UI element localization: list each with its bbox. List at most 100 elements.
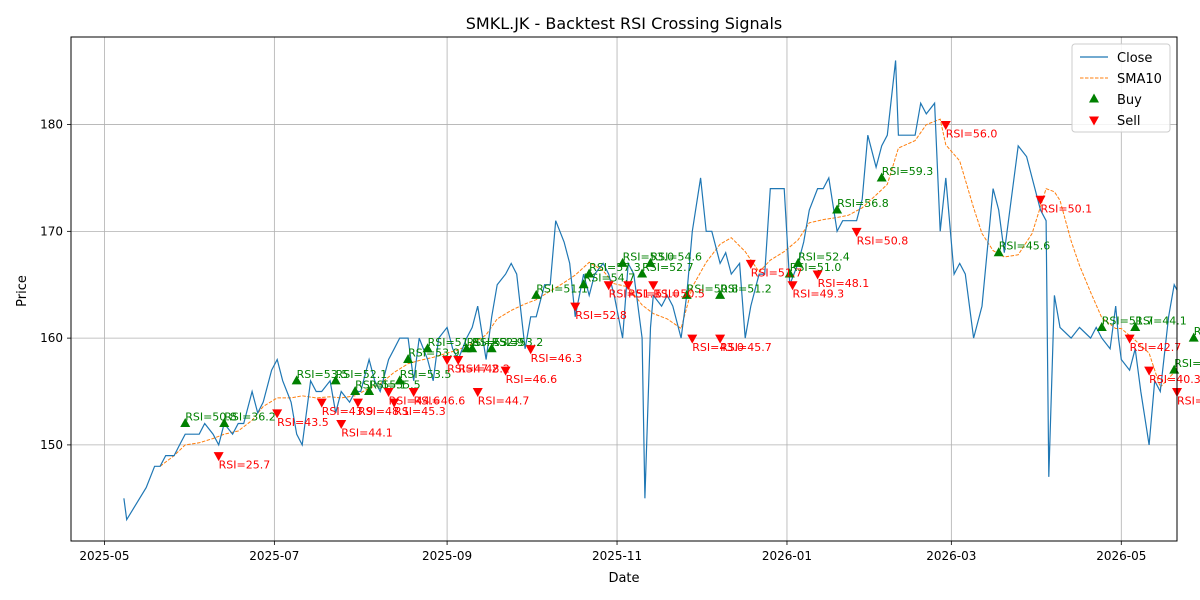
legend-box xyxy=(1071,43,1171,133)
sell-signal-label: RSI=44.7 xyxy=(478,395,530,408)
buy-marker xyxy=(715,289,726,299)
sell-signal-label: RSI=51.0 xyxy=(628,288,680,301)
y-tick-label: 180 xyxy=(40,118,63,132)
sell-signal-label: RSI=43.5 xyxy=(277,416,329,429)
sell-marker xyxy=(570,302,581,312)
buy-marker xyxy=(1130,321,1141,331)
buy-marker xyxy=(291,375,302,385)
buy-marker xyxy=(784,268,795,278)
buy-marker xyxy=(467,343,478,353)
y-tick-label: 160 xyxy=(40,331,63,345)
sell-signal-label: RSI=44.1 xyxy=(341,427,393,440)
y-axis-label: Price xyxy=(15,275,30,307)
x-tick-label: 2026-01 xyxy=(762,549,812,563)
buy-marker xyxy=(993,247,1004,257)
legend: Close SMA10 Buy Sell xyxy=(1071,43,1171,133)
buy-signal-label: RSI=54.6 xyxy=(650,250,702,263)
sell-marker xyxy=(389,398,400,408)
buy-signal-label: RSI=52.9 xyxy=(472,336,524,349)
legend-label: Sell xyxy=(1117,114,1140,129)
sell-signal-label: RSI=46.6 xyxy=(506,373,558,386)
sell-marker xyxy=(442,355,453,365)
buy-marker xyxy=(1188,332,1199,342)
sell-marker xyxy=(383,388,394,398)
legend-sell-swatch xyxy=(1089,116,1099,126)
sell-signal-label: RSI=48.2 xyxy=(458,362,510,375)
buy-signal-label: RSI=50.2 xyxy=(1194,325,1200,338)
x-tick-label: 2025-05 xyxy=(79,549,129,563)
sell-marker xyxy=(1144,366,1155,376)
buy-marker xyxy=(681,289,692,299)
buy-signal-label: RSI=45.6 xyxy=(999,240,1051,253)
buy-marker xyxy=(531,289,542,299)
buy-signal-label: RSI=45.3 xyxy=(1174,357,1200,370)
buy-marker xyxy=(1096,321,1107,331)
x-axis: 2025-05 2025-07 2025-09 2025-11 2026-01 2026-… xyxy=(79,541,1146,563)
buy-signal-label: RSI=44.1 xyxy=(1135,314,1187,327)
sell-marker xyxy=(715,334,726,344)
legend-buy-swatch xyxy=(1089,93,1099,103)
buy-signal-label: RSI=53.3 xyxy=(467,336,519,349)
sell-signal-label: RSI=48.1 xyxy=(818,277,870,290)
sell-marker xyxy=(851,227,862,237)
buy-marker xyxy=(584,268,595,278)
sell-marker xyxy=(453,355,464,365)
y-axis: 150 160 170 180 xyxy=(40,118,71,452)
buy-marker xyxy=(637,268,648,278)
sell-marker xyxy=(525,345,536,355)
buy-marker xyxy=(876,172,887,182)
sell-signal-label: RSI=44.6 xyxy=(389,395,441,408)
buy-signal-label: RSI=55.5 xyxy=(369,379,421,392)
sell-signal-label: RSI=51.7 xyxy=(751,266,803,279)
sell-signal-label: RSI=46.3 xyxy=(531,352,583,365)
sell-marker xyxy=(316,398,327,408)
buy-marker xyxy=(330,375,341,385)
buy-signal-label: RSI=53.5 xyxy=(400,368,452,381)
buy-marker xyxy=(403,353,414,363)
x-tick-label: 2026-05 xyxy=(1096,549,1146,563)
sell-marker xyxy=(787,281,798,291)
plot-frame xyxy=(70,36,1178,542)
sma10-line xyxy=(159,118,1177,467)
buy-marker xyxy=(617,257,628,267)
legend-label: Close xyxy=(1117,51,1152,66)
sell-signal-label: RSI=46.6 xyxy=(414,395,466,408)
sell-marker xyxy=(623,281,634,291)
sell-signal-label: RSI=50.5 xyxy=(653,288,705,301)
buy-signal-label: RSI=53.0 xyxy=(623,250,675,263)
sell-signal-label: RSI=48.1 xyxy=(358,405,410,418)
buy-marker xyxy=(219,418,230,428)
sell-marker xyxy=(213,452,224,462)
buy-signal-label: RSI=57.3 xyxy=(589,261,641,274)
buy-signal-label: RSI=52.1 xyxy=(336,368,388,381)
buy-signal-label: RSI=53.2 xyxy=(492,336,544,349)
y-tick-label: 170 xyxy=(40,224,63,238)
sell-marker xyxy=(1124,334,1135,344)
sell-signal-label: RSI=52.8 xyxy=(575,309,627,322)
x-tick-label: 2025-07 xyxy=(249,549,299,563)
buy-marker xyxy=(486,343,497,353)
sell-signal-label: RSI=43.1 xyxy=(1177,395,1200,408)
buy-marker xyxy=(394,375,405,385)
sell-signal-label: RSI=40.3 xyxy=(1149,373,1200,386)
plot-area: RSI=50.8RSI=36.2RSI=53.5RSI=52.1RSI=55.1… xyxy=(123,60,1200,522)
buy-marker xyxy=(364,386,375,396)
sell-signal-label: RSI=56.0 xyxy=(946,128,998,141)
sell-marker xyxy=(603,281,614,291)
sell-signal-label: RSI=49.3 xyxy=(793,288,845,301)
sell-signal-label: RSI=51.1 xyxy=(609,288,661,301)
buy-marker xyxy=(578,279,589,289)
sell-marker xyxy=(648,281,659,291)
buy-marker xyxy=(645,257,656,267)
buy-signal-label: RSI=59.3 xyxy=(882,165,934,178)
buy-signal-label: RSI=52.4 xyxy=(798,250,850,263)
sell-signal-label: RSI=25.7 xyxy=(219,459,271,472)
sell-marker xyxy=(352,398,363,408)
sell-signal-label: RSI=43.0 xyxy=(692,341,744,354)
sell-marker xyxy=(336,420,347,430)
legend-label: Buy xyxy=(1117,93,1142,108)
sell-signal-label: RSI=47.2 xyxy=(447,362,499,375)
buy-signal-label: RSI=51.0 xyxy=(790,261,842,274)
